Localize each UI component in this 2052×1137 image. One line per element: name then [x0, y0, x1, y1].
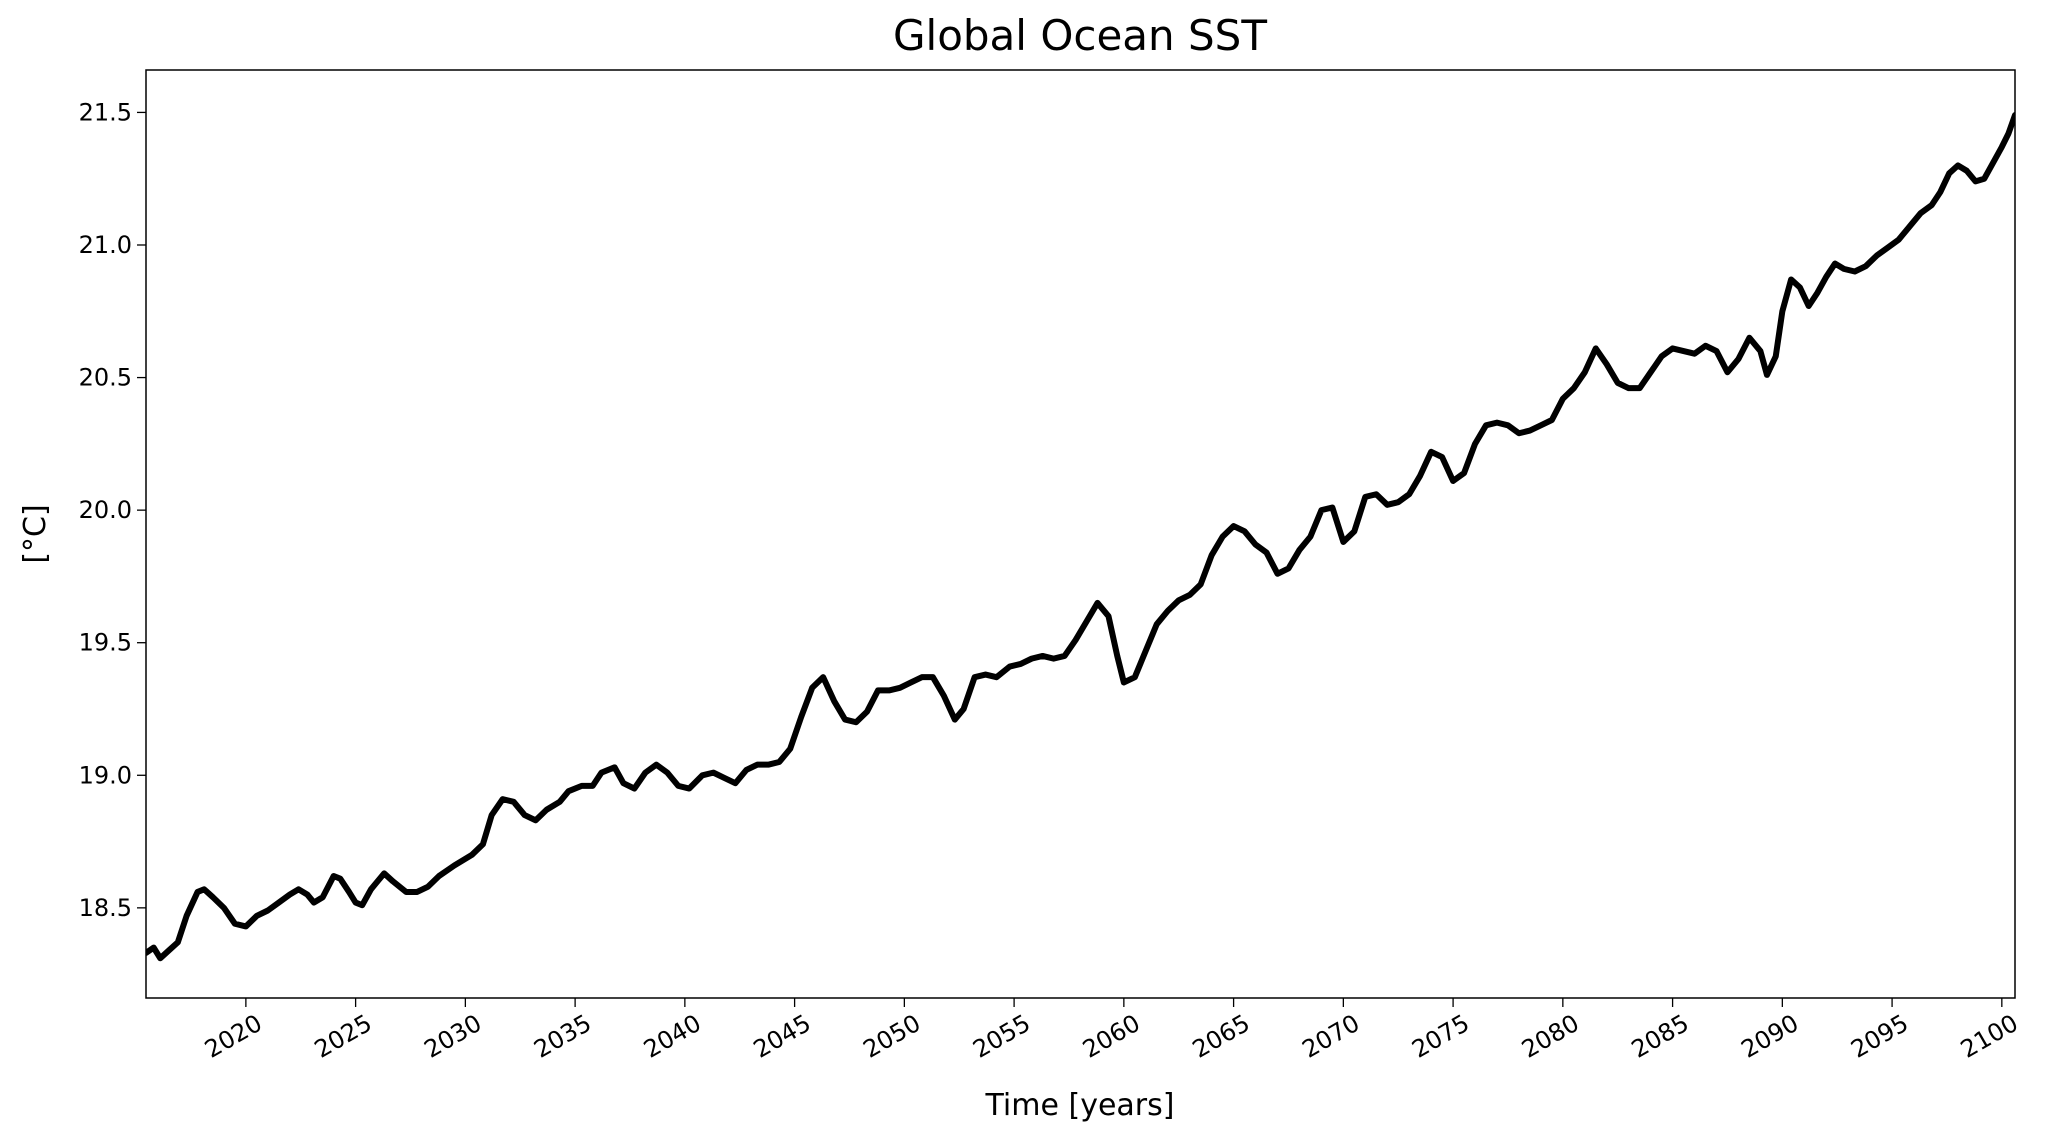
plot-frame [145, 69, 2016, 999]
x-axis-label: Time [years] [985, 1088, 1175, 1123]
y-tick-label: 18.5 [79, 894, 132, 922]
x-tick-label: 2095 [1846, 1009, 1913, 1064]
y-tick-label: 19.5 [79, 629, 132, 657]
x-tick-label: 2045 [749, 1009, 816, 1064]
x-tick-label: 2020 [200, 1009, 267, 1064]
line-series [146, 112, 2015, 962]
x-tick-label: 2030 [419, 1009, 486, 1064]
x-tick-label: 2100 [1956, 1009, 2023, 1064]
x-tick-label: 2065 [1188, 1009, 1255, 1064]
x-tick-label: 2060 [1078, 1009, 1145, 1064]
y-tick-label: 19.0 [79, 761, 132, 789]
x-tick-label: 2075 [1407, 1009, 1474, 1064]
x-tick-label: 2090 [1736, 1009, 1803, 1064]
y-tick-label: 21.0 [79, 231, 132, 259]
y-tick-label: 20.0 [79, 496, 132, 524]
x-tick-label: 2055 [968, 1009, 1035, 1064]
x-tick-label: 2025 [310, 1009, 377, 1064]
x-tick-label: 2085 [1627, 1009, 1694, 1064]
x-tick-label: 2080 [1517, 1009, 1584, 1064]
x-tick-label: 2040 [639, 1009, 706, 1064]
x-tick-label: 2035 [529, 1009, 596, 1064]
y-tick-label: 20.5 [79, 364, 132, 392]
x-tick-label: 2050 [858, 1009, 925, 1064]
y-axis-label: [°C] [18, 504, 53, 563]
chart-title: Global Ocean SST [893, 11, 1267, 60]
y-tick-label: 21.5 [79, 98, 132, 126]
x-tick-label: 2070 [1297, 1009, 1364, 1064]
